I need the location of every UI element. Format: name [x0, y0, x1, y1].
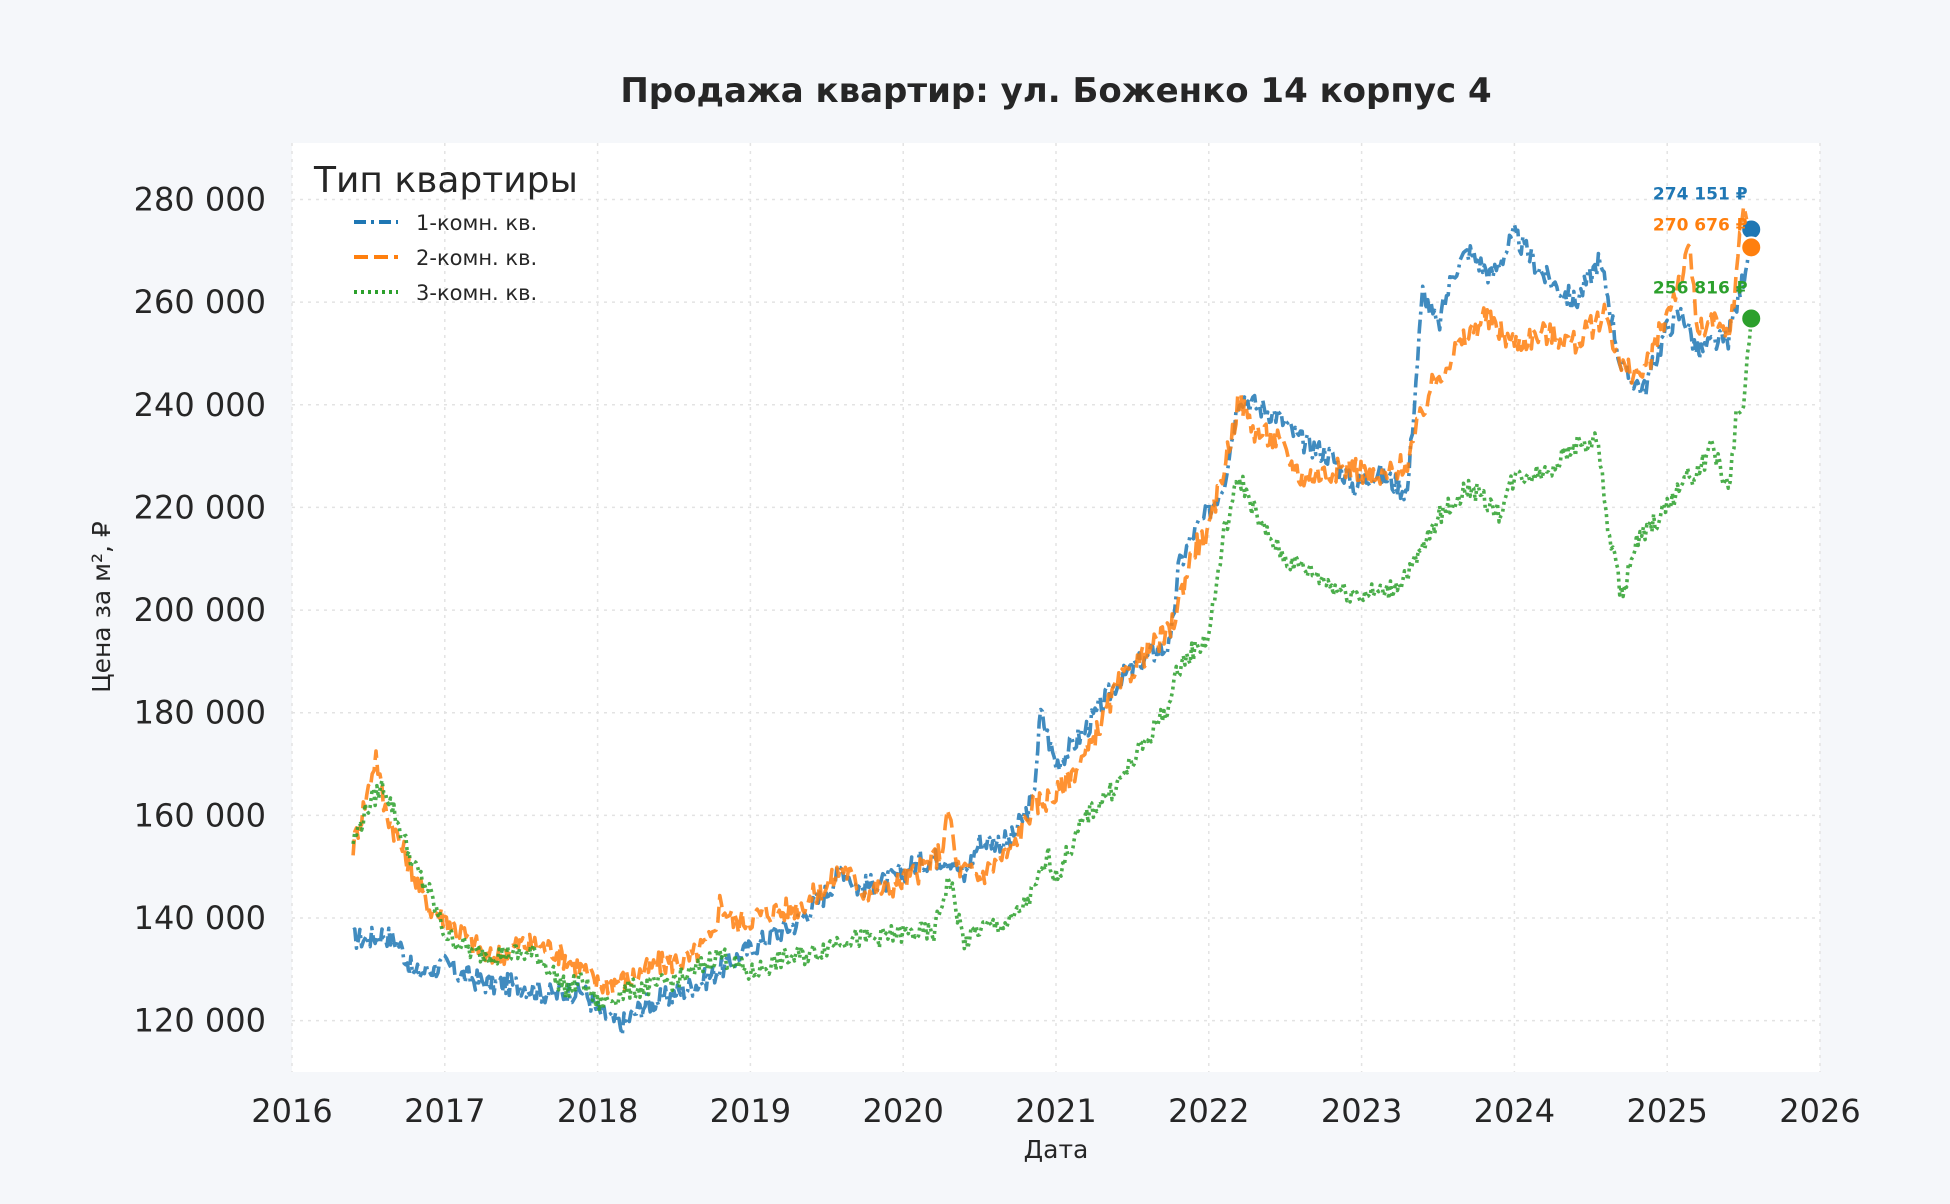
series-line-2 [351, 204, 1753, 996]
y-tick-label: 280 000 [134, 180, 266, 218]
y-tick-label: 240 000 [134, 386, 266, 424]
legend-label-2: 2-комн. кв. [416, 246, 537, 270]
y-axis-label: Цена за м², ₽ [87, 521, 116, 693]
legend-title: Тип квартиры [313, 160, 578, 201]
x-tick-label: 2017 [404, 1092, 485, 1130]
y-tick-label: 260 000 [134, 283, 266, 321]
chart-title: Продажа квартир: ул. Боженко 14 корпус 4 [620, 71, 1491, 111]
y-tick-label: 120 000 [134, 1002, 266, 1040]
x-tick-label: 2019 [710, 1092, 791, 1130]
series-line-3 [351, 318, 1753, 1014]
y-tick-label: 200 000 [134, 591, 266, 629]
y-tick-label: 220 000 [134, 488, 266, 526]
end-point-3 [1740, 307, 1763, 330]
series-line-1 [352, 222, 1753, 1037]
x-tick-label: 2016 [251, 1092, 332, 1130]
end-value-label-3: 256 816 ₽ [1653, 278, 1748, 298]
end-value-label-2: 270 676 ₽ [1653, 215, 1748, 235]
legend-label-3: 3-комн. кв. [416, 281, 537, 305]
x-tick-label: 2022 [1168, 1092, 1249, 1130]
legend: Тип квартиры 1-комн. кв. 2-комн. кв. 3-к… [313, 160, 578, 305]
x-tick-label: 2024 [1474, 1092, 1555, 1130]
end-point-2 [1740, 236, 1763, 259]
legend-label-1: 1-комн. кв. [416, 211, 537, 235]
x-tick-label: 2018 [557, 1092, 638, 1130]
x-tick-label: 2020 [862, 1092, 943, 1130]
x-tick-label: 2025 [1626, 1092, 1707, 1130]
x-tick-label: 2026 [1779, 1092, 1860, 1130]
y-tick-label: 160 000 [134, 796, 266, 834]
end-value-label-1: 274 151 ₽ [1653, 184, 1748, 204]
x-tick-label: 2021 [1015, 1092, 1096, 1130]
x-tick-label: 2023 [1321, 1092, 1402, 1130]
x-axis-label: Дата [1024, 1135, 1089, 1164]
y-tick-label: 180 000 [134, 694, 266, 732]
y-tick-label: 140 000 [134, 899, 266, 937]
